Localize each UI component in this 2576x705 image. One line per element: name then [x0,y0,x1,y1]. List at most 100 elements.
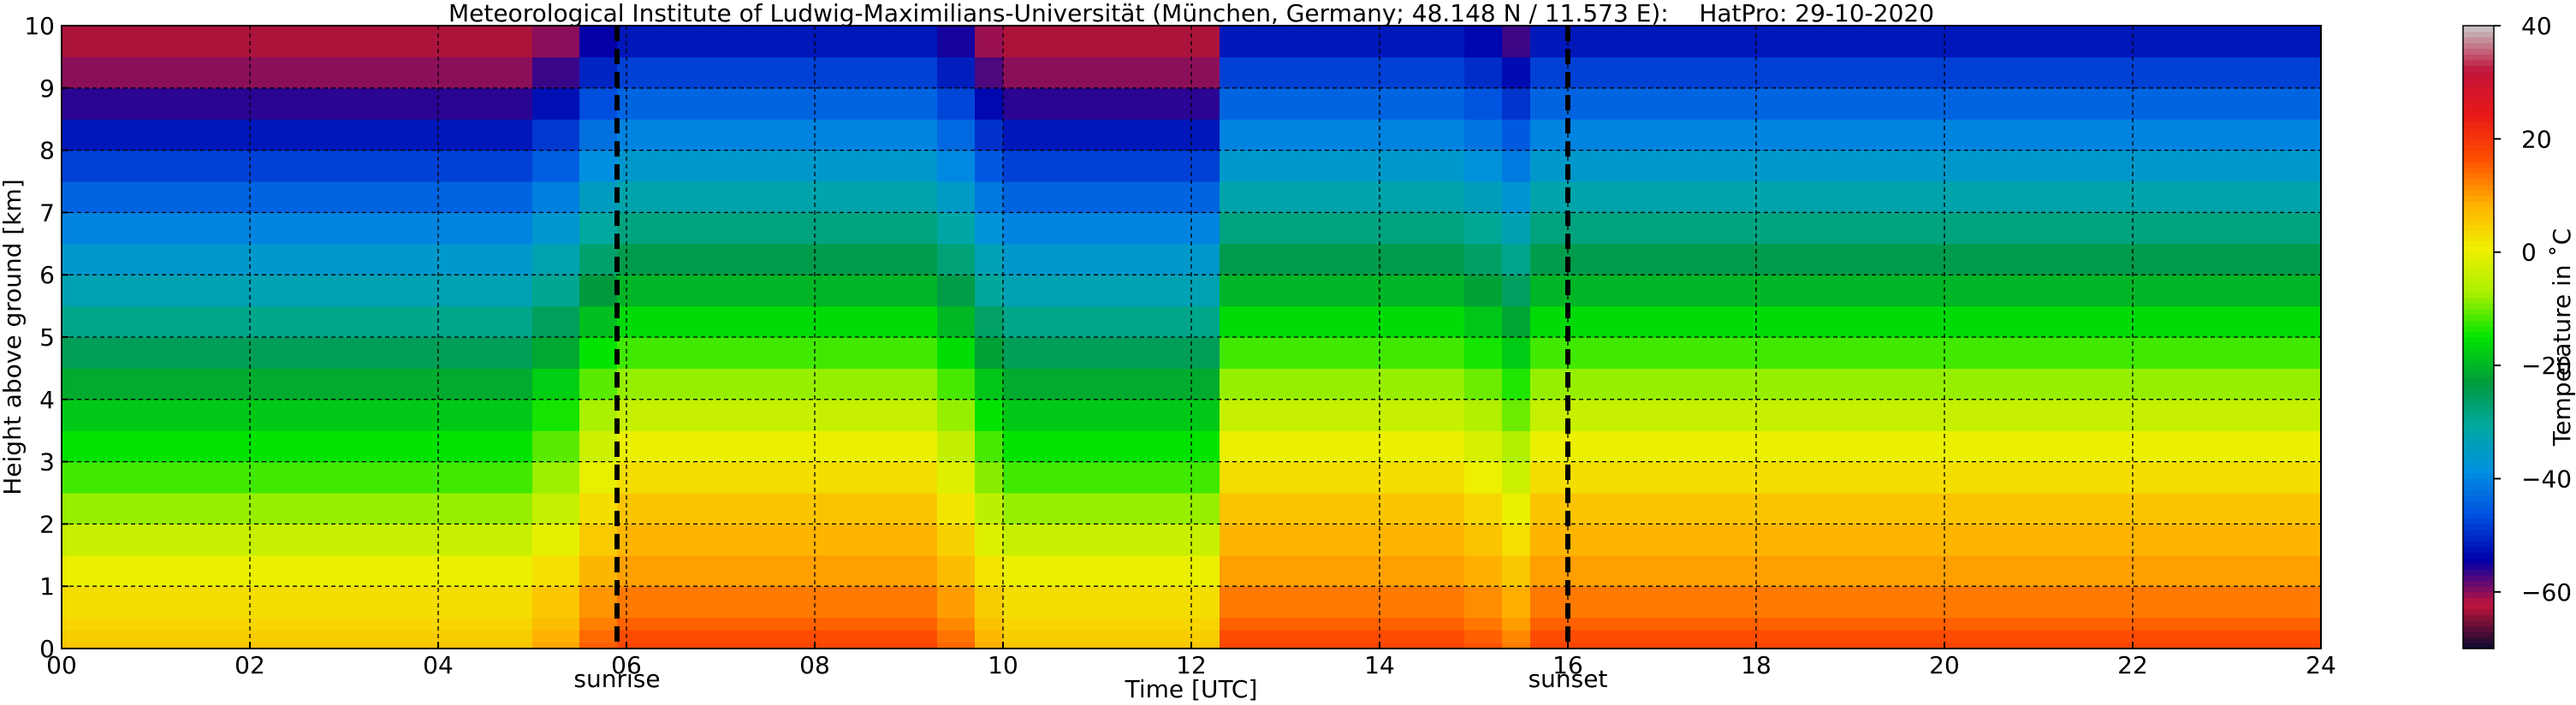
heatmap-cell [1662,87,1710,120]
heatmap-cell [1756,630,1804,643]
heatmap-cell [2039,150,2086,182]
heatmap-cell [2039,243,2086,275]
heatmap-cell [1220,617,1239,631]
heatmap-cell [1238,586,1286,619]
heatmap-cell [1003,461,1051,494]
colorbar-segment [2463,133,2494,139]
heatmap-cells [62,26,2321,649]
heatmap-cell [1568,87,1616,120]
heatmap-cell [2180,305,2228,338]
heatmap-cell [62,181,110,213]
colorbar-segment [2463,455,2494,463]
heatmap-cell [683,430,721,463]
heatmap-cell [645,181,684,213]
colorbar-segment [2463,223,2494,230]
heatmap-cell [62,305,110,338]
heatmap-cell [344,617,392,631]
x-tick-label: 02 [234,651,265,679]
heatmap-cell [617,493,646,524]
heatmap-cell [2039,642,2086,649]
heatmap-cell [250,305,298,338]
heatmap-cell [1097,642,1145,649]
heatmap-cell [1568,305,1616,338]
heatmap-cell [1615,642,1663,649]
heatmap-cell [1220,275,1239,307]
heatmap-cell [1568,461,1616,494]
colorbar-segment [2463,48,2494,55]
heatmap-cell [1803,56,1851,89]
heatmap-cell [1050,56,1098,89]
heatmap-cell [1991,642,2039,649]
heatmap-cell [1568,642,1616,649]
heatmap-cell [815,56,863,89]
heatmap-cell [391,337,439,369]
heatmap-cell [975,212,1004,245]
colorbar-segment [2463,461,2494,468]
heatmap-cell [1220,337,1239,369]
heatmap-cell [2086,461,2134,494]
heatmap-cell [2180,642,2228,649]
heatmap-cell [1756,617,1804,631]
heatmap-cell [579,399,618,431]
heatmap-cell [1003,150,1051,182]
colorbar-segment [2463,127,2494,134]
heatmap-cell [2086,181,2134,213]
heatmap-cell [297,554,345,587]
heatmap-cell [2227,87,2275,120]
heatmap-cell [1097,524,1145,556]
heatmap-cell [1756,368,1804,400]
heatmap-cell [532,368,580,400]
heatmap-cell [975,305,1004,338]
heatmap-cell [1756,305,1804,338]
colorbar-segment [2463,597,2494,604]
colorbar-segment [2463,382,2494,389]
heatmap-cell [250,87,298,120]
heatmap-cell [1897,275,1945,307]
heatmap-cell [683,56,721,89]
heatmap-cell [1568,337,1616,369]
heatmap-cell [1709,181,1757,213]
heatmap-cell [1333,56,1380,89]
heatmap-cell [2133,524,2181,556]
heatmap-cell [768,119,816,151]
heatmap-cell [579,524,618,556]
heatmap-cell [579,461,618,494]
colorbar-segment [2463,370,2494,377]
colorbar-segment [2463,444,2494,451]
heatmap-cell [1427,617,1465,631]
heatmap-cell [1380,212,1427,245]
heatmap-cell [1568,26,1616,57]
heatmap-cell [1097,275,1145,307]
heatmap-cell [1662,493,1710,524]
colorbar-tick-label: −20 [2521,352,2572,380]
heatmap-cell [1991,493,2039,524]
heatmap-cell [1220,26,1239,57]
heatmap-cell [1850,554,1898,587]
heatmap-cell [617,430,646,463]
heatmap-cell [683,368,721,400]
colorbar-segment [2463,246,2494,253]
colorbar-segment [2463,574,2494,582]
heatmap-cell [532,87,580,120]
heatmap-cell [1285,150,1333,182]
heatmap-cell [975,56,1004,89]
heatmap-cell [1568,430,1616,463]
heatmap-cell [937,212,976,245]
heatmap-cell [937,275,976,307]
heatmap-cell [1191,399,1220,431]
x-tick-label: 22 [2117,651,2148,679]
heatmap-cell [1097,493,1145,524]
heatmap-cell [683,26,721,57]
heatmap-cell [2180,430,2228,463]
heatmap-cell [1427,337,1465,369]
heatmap-cell [862,617,910,631]
y-tick-label: 8 [39,137,55,165]
heatmap-cell [485,642,533,649]
heatmap-cell [768,430,816,463]
heatmap-cell [975,642,1004,649]
heatmap-cell [1191,461,1220,494]
heatmap-cell [1050,493,1098,524]
heatmap-cell [645,399,684,431]
heatmap-cell [768,617,816,631]
heatmap-cell [1144,337,1192,369]
